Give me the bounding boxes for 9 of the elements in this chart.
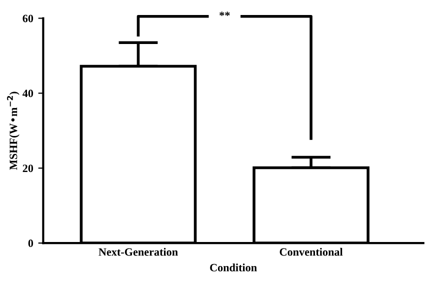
y-tick-label: 60 bbox=[22, 14, 34, 22]
y-tick-label: 0 bbox=[28, 240, 34, 248]
y-tick-label: 20 bbox=[22, 164, 34, 172]
x-tick-label: Next-Generation bbox=[98, 248, 178, 256]
x-axis-title: Condition bbox=[210, 264, 257, 272]
text: ** bbox=[220, 12, 230, 16]
y-tick-label: 40 bbox=[22, 90, 34, 98]
x-tick-label: Conventional bbox=[280, 248, 343, 256]
y-axis-title: MSHF(W•m$^{−2}$) bbox=[7, 92, 20, 170]
